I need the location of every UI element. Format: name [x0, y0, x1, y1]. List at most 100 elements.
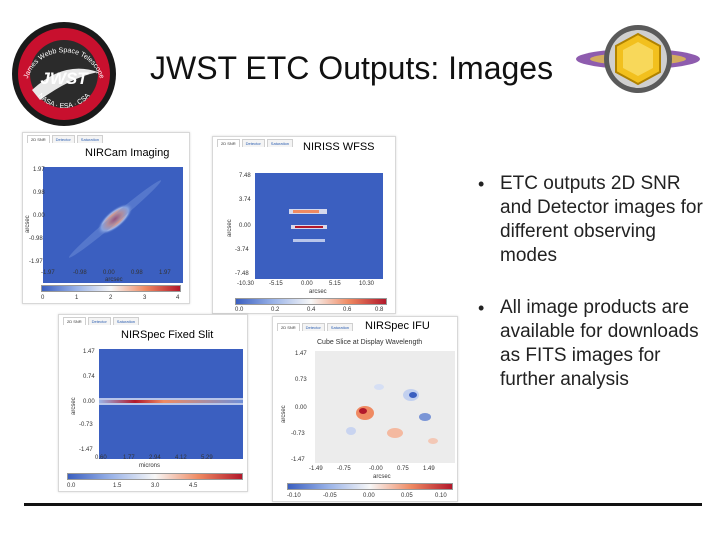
- niriss-image: [255, 173, 383, 279]
- bullet-list: • ETC outputs 2D SNR and Detector images…: [478, 172, 708, 420]
- y-tick: 0.74: [83, 374, 95, 380]
- cbar-tick: 0.05: [401, 493, 413, 499]
- cbar-tick: 1: [75, 295, 79, 301]
- bullet-text: All image products are available for dow…: [500, 297, 699, 390]
- nirspec-ifu-heatmap: [315, 351, 455, 463]
- y-axis-label: arcsec: [281, 405, 287, 423]
- y-tick: 1.97: [33, 167, 45, 173]
- nirspec-slit-image: [99, 349, 243, 459]
- tab-saturation[interactable]: Saturation: [76, 135, 104, 143]
- cbar-tick: 0.00: [363, 493, 375, 499]
- niriss-heatmap: [289, 209, 327, 242]
- bullet-dot-icon: •: [478, 298, 485, 318]
- y-tick: 0.00: [33, 213, 45, 219]
- ifu-plot-title: Cube Slice at Display Wavelength: [317, 339, 423, 346]
- tab-detector[interactable]: Detector: [51, 135, 75, 143]
- y-tick: 0.00: [239, 223, 251, 229]
- x-tick: -0.98: [73, 270, 87, 276]
- nirspec-ifu-label: NIRSpec IFU: [365, 320, 430, 332]
- cbar-tick: 2: [109, 295, 113, 301]
- x-tick: 1.49: [423, 466, 435, 472]
- cbar-tick: 4: [176, 295, 180, 301]
- nircam-colorbar: [41, 285, 181, 292]
- niriss-tabs: 2D SNR Detector Saturation: [213, 137, 395, 151]
- y-tick: 0.98: [33, 190, 45, 196]
- nircam-imaging-panel: 2D SNR Detector Saturation NIRCam Imagin…: [22, 132, 190, 304]
- x-tick: 5.29: [201, 455, 213, 461]
- x-tick: 0.60: [95, 455, 107, 461]
- cbar-tick: 0.0: [67, 483, 76, 489]
- y-axis-label: arcsec: [227, 219, 233, 237]
- cbar-tick: -0.10: [287, 493, 301, 499]
- cbar-tick: 0.4: [307, 307, 316, 313]
- x-tick: -1.97: [41, 270, 55, 276]
- nirspec-ifu-panel: 2D SNR Detector Saturation NIRSpec IFU C…: [272, 316, 458, 502]
- tab-2d-snr[interactable]: 2D SNR: [63, 317, 86, 325]
- nircam-image: [43, 167, 183, 283]
- x-tick: 5.15: [329, 281, 341, 287]
- x-tick: -0.00: [369, 466, 383, 472]
- tab-saturation[interactable]: Saturation: [112, 317, 140, 325]
- logo-text: JWST: [40, 69, 89, 88]
- x-tick: -0.75: [337, 466, 351, 472]
- y-tick: -7.48: [235, 271, 249, 277]
- niriss-wfss-panel: 2D SNR Detector Saturation NIRISS WFSS 7…: [212, 136, 396, 314]
- bullet-item: • All image products are available for d…: [478, 296, 708, 392]
- cbar-tick: 0.6: [343, 307, 352, 313]
- jwst-logo: JWST James Webb Space Telescope NASA · E…: [12, 22, 116, 126]
- nirspec-fixed-slit-panel: 2D SNR Detector Saturation NIRSpec Fixed…: [58, 314, 248, 492]
- y-tick: -3.74: [235, 247, 249, 253]
- x-axis-label: microns: [139, 463, 161, 469]
- bullet-text: ETC outputs 2D SNR and Detector images f…: [500, 173, 703, 266]
- nirspec-slit-heatmap: [99, 398, 243, 405]
- tab-detector[interactable]: Detector: [301, 323, 325, 331]
- nircam-label: NIRCam Imaging: [85, 147, 170, 159]
- tab-saturation[interactable]: Saturation: [266, 139, 294, 147]
- bullet-dot-icon: •: [478, 174, 485, 194]
- y-tick: 0.00: [83, 399, 95, 405]
- y-tick: -1.97: [29, 259, 43, 265]
- hexagon-mirror-logo: [576, 25, 700, 93]
- nirspec-slit-colorbar: [67, 473, 243, 480]
- x-tick: 0.98: [131, 270, 143, 276]
- y-tick: 1.47: [83, 349, 95, 355]
- y-tick: -1.47: [79, 447, 93, 453]
- tab-2d-snr[interactable]: 2D SNR: [277, 323, 300, 331]
- y-tick: 7.48: [239, 173, 251, 179]
- cbar-tick: 3.0: [151, 483, 160, 489]
- y-tick: -0.73: [79, 422, 93, 428]
- y-tick: -0.98: [29, 236, 43, 242]
- x-tick: 0.00: [103, 270, 115, 276]
- x-tick: 1.77: [123, 455, 135, 461]
- niriss-label: NIRISS WFSS: [303, 141, 375, 153]
- cbar-tick: 0.10: [435, 493, 447, 499]
- x-axis-label: arcsec: [105, 277, 123, 283]
- tab-2d-snr[interactable]: 2D SNR: [217, 139, 240, 147]
- y-axis-label: arcsec: [25, 215, 31, 233]
- cbar-tick: 0.2: [271, 307, 280, 313]
- nirspec-ifu-image: [315, 351, 455, 463]
- x-tick: 0.00: [301, 281, 313, 287]
- tab-detector[interactable]: Detector: [241, 139, 265, 147]
- tab-saturation[interactable]: Saturation: [326, 323, 354, 331]
- nircam-heatmap: [68, 180, 162, 258]
- bottom-divider: [24, 503, 702, 506]
- x-tick: -5.15: [269, 281, 283, 287]
- x-tick: -10.30: [237, 281, 255, 287]
- nirspec-slit-label: NIRSpec Fixed Slit: [121, 329, 214, 341]
- tab-detector[interactable]: Detector: [87, 317, 111, 325]
- tab-2d-snr[interactable]: 2D SNR: [27, 135, 50, 143]
- y-tick: -1.47: [291, 457, 305, 463]
- bullet-item: • ETC outputs 2D SNR and Detector images…: [478, 172, 708, 268]
- cbar-tick: 0: [41, 295, 45, 301]
- nirspec-ifu-colorbar: [287, 483, 453, 490]
- cbar-tick: 1.5: [113, 483, 122, 489]
- y-tick: 3.74: [239, 197, 251, 203]
- y-tick: 0.73: [295, 377, 307, 383]
- cbar-tick: 0.0: [235, 307, 244, 313]
- cbar-tick: 4.5: [189, 483, 198, 489]
- y-axis-label: arcsec: [71, 397, 77, 415]
- y-tick: 1.47: [295, 351, 307, 357]
- x-tick: 0.75: [397, 466, 409, 472]
- x-tick: 2.94: [149, 455, 161, 461]
